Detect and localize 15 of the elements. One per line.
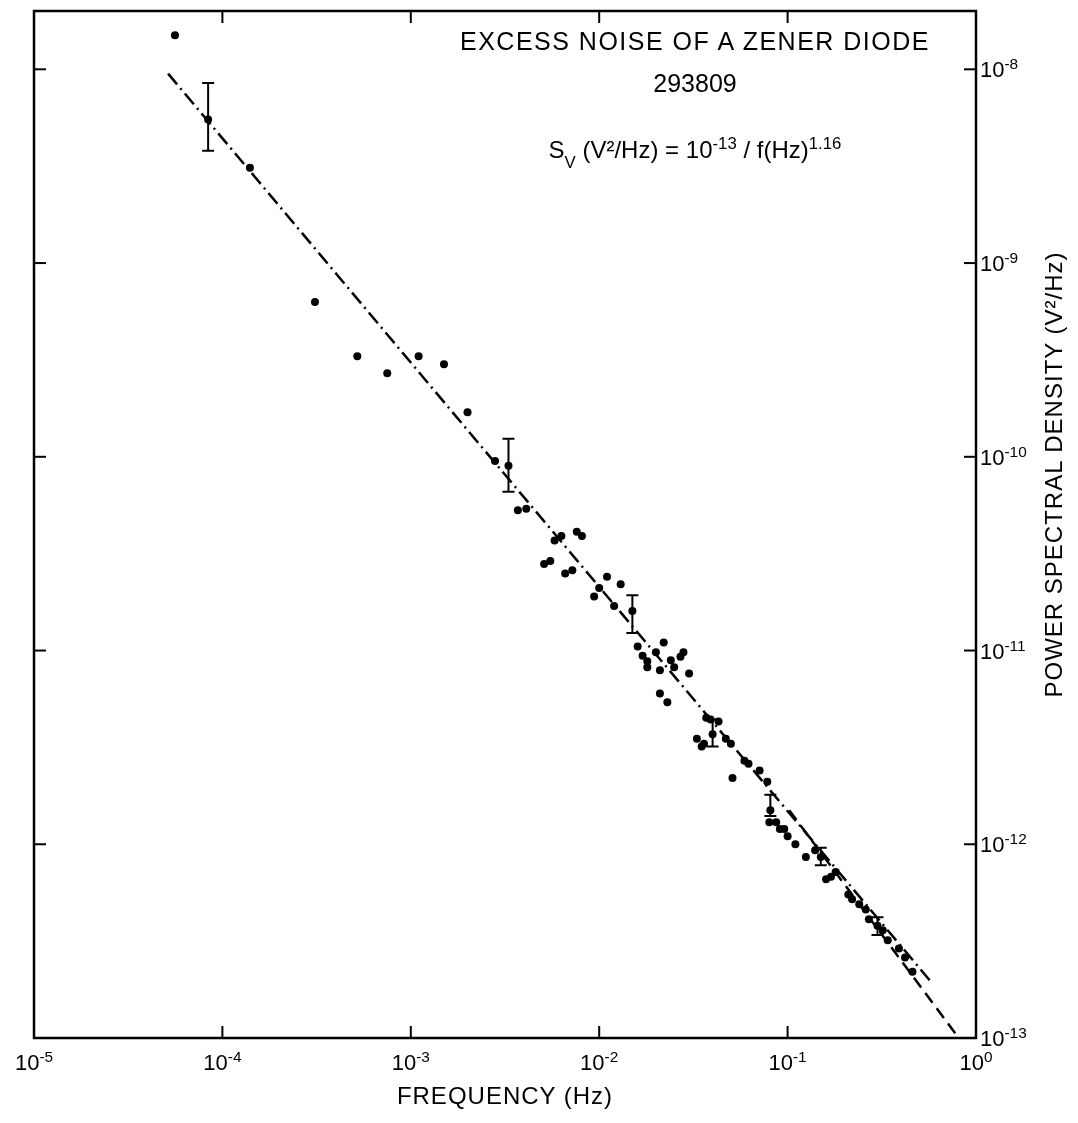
y-tick-label: 10$^{-11}$ (980, 636, 1026, 664)
x-tick-label: 10$^{-5}$ (14, 1047, 54, 1075)
y-tick-label: 10$^{-8}$ (980, 54, 1019, 83)
y-tick-label: 10$^{-12}$ (980, 829, 1027, 858)
text: EXCESS NOISE OF A ZENER DIODE (460, 27, 930, 55)
x-tick-label: 10$^{-4}$ (203, 1047, 242, 1075)
x-axis-title: FREQUENCY (Hz) (396, 1082, 614, 1109)
x-tick-label: 10$^{-3}$ (391, 1047, 430, 1075)
y-tick-label: 10$^{-10}$ (980, 442, 1027, 470)
x-tick-label: 10$^{-2}$ (580, 1047, 619, 1075)
annotation: S$_{V}$ (V²/Hz) = 10$^{-13}$ / f(Hz)$^{1.16}$ (548, 133, 842, 172)
y-axis-title: POWER SPECTRAL DENSITY (V²/Hz) (1040, 251, 1067, 698)
text: 293809 (653, 69, 737, 97)
y-tick-label: 10$^{-9}$ (980, 248, 1019, 277)
x-tick-label: 10$^{-1}$ (768, 1047, 807, 1075)
